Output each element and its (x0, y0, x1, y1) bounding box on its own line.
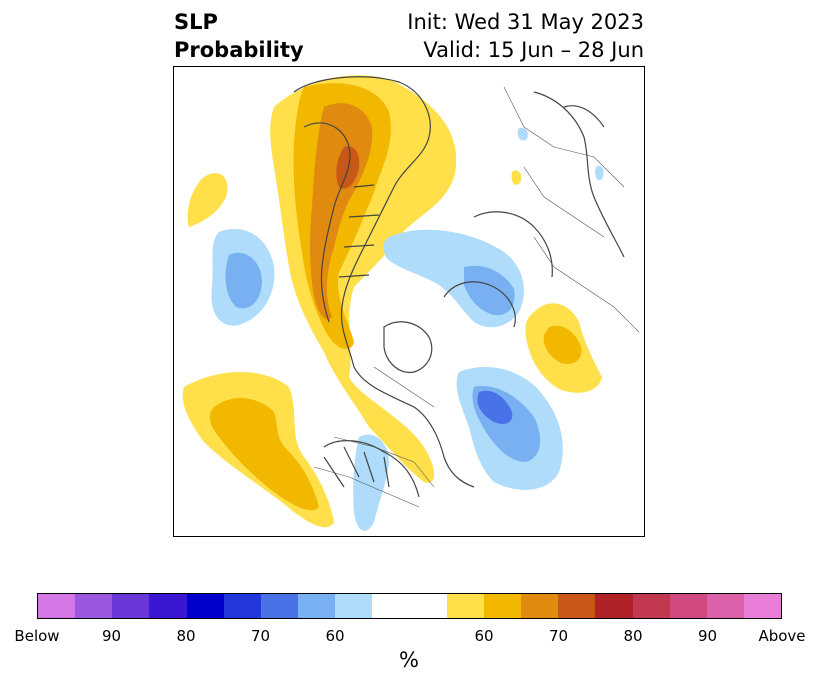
colorbar-segment (669, 594, 707, 618)
colorbar-segment (75, 594, 113, 618)
coastlines-and-borders (293, 76, 625, 498)
colorbar-segment (632, 594, 670, 618)
colorbar-segment (409, 594, 447, 618)
colorbar-segment (223, 594, 261, 618)
below-normal-dark-shading (477, 390, 513, 424)
colorbar-segment (372, 594, 410, 618)
colorbar-segment (558, 594, 596, 618)
colorbar-tick-label: 70 (250, 627, 271, 645)
probability-colorbar (37, 593, 782, 619)
colorbar-segment (706, 594, 744, 618)
colorbar-segment (595, 594, 633, 618)
title-left: SLP Probability (174, 8, 304, 64)
valid-range: Valid: 15 Jun – 28 Jun (423, 38, 644, 62)
colorbar-segment (446, 594, 484, 618)
colorbar-segment (186, 594, 224, 618)
colorbar-tick-label: 80 (176, 627, 196, 645)
colorbar-tick-label: Below (14, 627, 60, 645)
map-canvas (182, 75, 640, 531)
colorbar-tick-label: 90 (101, 627, 122, 645)
colorbar-tick-label: 80 (623, 627, 643, 645)
colorbar-unit: % (399, 648, 419, 672)
probability-map (173, 66, 645, 537)
title-product: Probability (174, 38, 304, 62)
colorbar-tick-label: 70 (548, 627, 569, 645)
title-right: Init: Wed 31 May 2023 Valid: 15 Jun – 28… (407, 8, 644, 64)
colorbar-tick-label: Above (758, 627, 806, 645)
colorbar-segment (38, 594, 76, 618)
political-boundaries (313, 86, 640, 508)
colorbar-segment (149, 594, 187, 618)
colorbar-segment (298, 594, 336, 618)
colorbar-tick-label: 60 (474, 627, 494, 645)
init-date: Init: Wed 31 May 2023 (407, 10, 644, 34)
colorbar-tick-label: 90 (697, 627, 718, 645)
title-variable: SLP (174, 10, 218, 34)
colorbar-segment (112, 594, 150, 618)
colorbar-segment (260, 594, 299, 618)
colorbar-tick-label: 60 (325, 627, 345, 645)
colorbar-segment (335, 594, 373, 618)
colorbar-segment (743, 594, 782, 618)
colorbar-segment (521, 594, 559, 618)
colorbar-segment (483, 594, 522, 618)
